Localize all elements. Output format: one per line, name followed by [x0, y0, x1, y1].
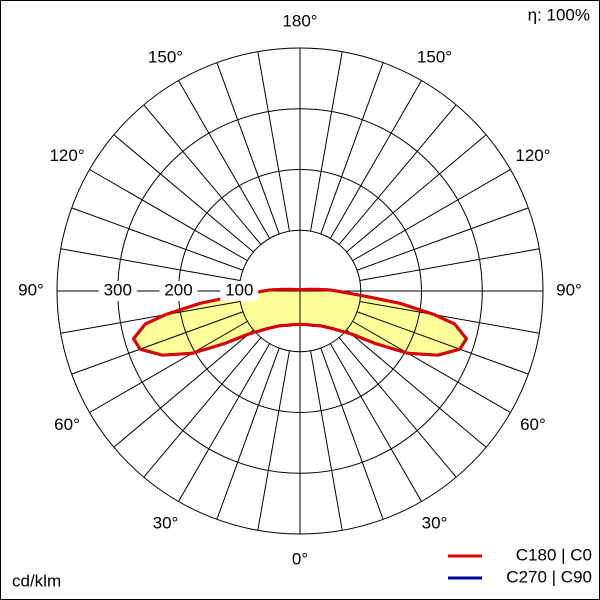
spoke: [329, 343, 422, 502]
unit: cd/klm: [12, 571, 61, 590]
spoke: [338, 337, 457, 478]
spoke: [216, 347, 280, 520]
spoke: [359, 248, 540, 281]
spoke: [178, 343, 271, 502]
spoke: [60, 301, 241, 334]
angle-label: 180°: [282, 11, 317, 30]
angle-label: 60°: [520, 415, 546, 434]
spoke: [216, 62, 280, 235]
angle-label: 150°: [148, 48, 183, 67]
spoke: [356, 311, 529, 375]
r-tick-label: 200: [164, 280, 192, 299]
spoke: [329, 80, 422, 239]
spoke: [257, 350, 290, 531]
spoke: [320, 62, 384, 235]
spoke: [352, 169, 511, 262]
spoke: [352, 320, 511, 413]
angle-label: 30°: [422, 513, 448, 532]
spoke: [113, 329, 254, 448]
angle-label: 120°: [515, 146, 550, 165]
spoke: [320, 347, 384, 520]
angle-label: 60°: [54, 415, 80, 434]
spoke: [178, 80, 271, 239]
efficiency: η: 100%: [528, 5, 590, 24]
tick-label-bg: [98, 281, 137, 301]
area: [300, 289, 467, 356]
r-tick-label: 300: [104, 280, 132, 299]
spoke: [143, 337, 262, 478]
spoke: [71, 311, 244, 375]
r-tick-label: 100: [225, 280, 253, 299]
legend-label: C270 | C90: [506, 567, 592, 586]
spoke: [71, 207, 244, 271]
spoke: [113, 134, 254, 253]
angle-label: 150°: [417, 48, 452, 67]
tick-label-bg: [159, 281, 198, 301]
angle-label: 30°: [153, 513, 179, 532]
spoke: [346, 329, 487, 448]
spoke: [338, 104, 457, 245]
spoke: [356, 207, 529, 271]
curve: [132, 287, 301, 357]
area: [133, 289, 300, 356]
tick-label-bg: [220, 281, 259, 301]
angle-label: 120°: [49, 146, 84, 165]
spoke: [89, 169, 248, 262]
angle-label: 0°: [292, 549, 308, 568]
spoke: [310, 350, 343, 531]
angle-label: 90°: [18, 280, 44, 299]
spoke: [310, 51, 343, 232]
spoke: [257, 51, 290, 232]
spoke: [346, 134, 487, 253]
spoke: [143, 104, 262, 245]
legend-label: C180 | C0: [516, 545, 592, 564]
angle-label: 90°: [556, 280, 582, 299]
spoke: [89, 320, 248, 413]
spoke: [60, 248, 241, 281]
spoke: [359, 301, 540, 334]
ring: [56, 47, 544, 535]
curve: [299, 287, 468, 357]
